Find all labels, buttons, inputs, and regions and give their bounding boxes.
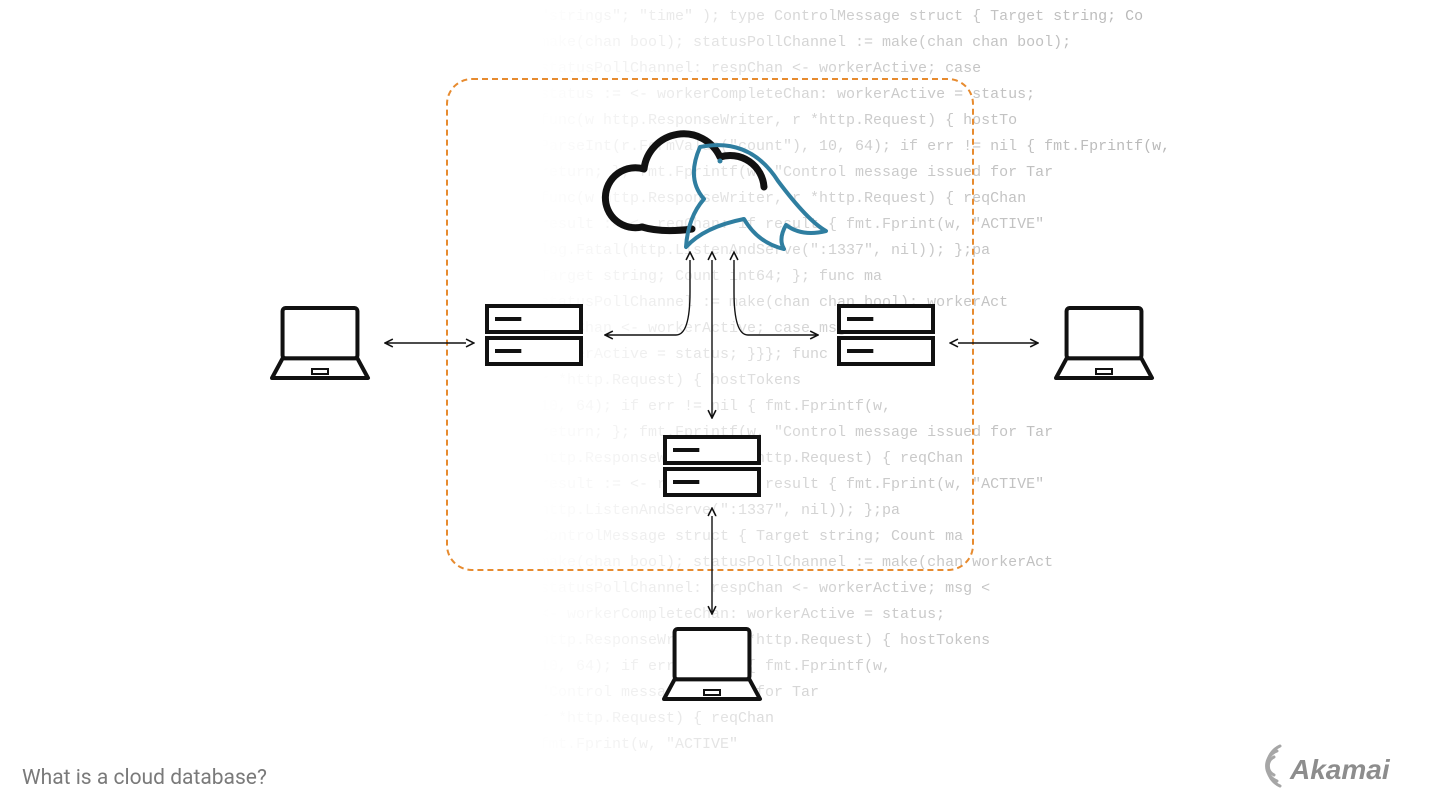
server-stack-icon [487,306,581,364]
caption-text: What is a cloud database? [22,766,267,790]
cloud-mysql-icon [605,134,826,249]
server-stack-icon [665,437,759,495]
server-stack-icon [839,306,933,364]
architecture-diagram [0,0,1440,810]
brand-logo: Akamai [1250,742,1416,798]
brand-text: Akamai [1289,754,1391,785]
connector-arrow [605,260,690,335]
laptop-icon [1056,308,1152,378]
connector-arrow [734,260,818,335]
akamai-wave-icon [1267,746,1280,786]
laptop-icon [664,629,760,699]
laptop-icon [272,308,368,378]
